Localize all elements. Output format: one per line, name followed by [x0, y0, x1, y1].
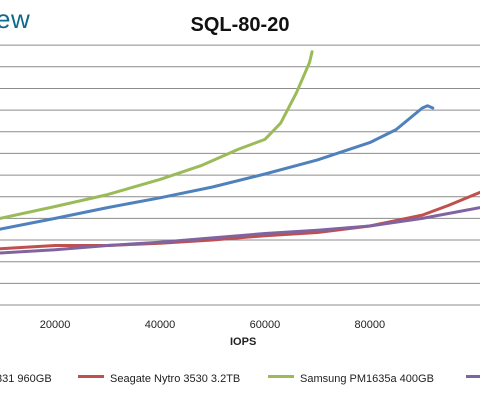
- legend: 331 960GB Seagate Nytro 3530 3.2TB Samsu…: [0, 369, 480, 389]
- chart-title: SQL-80-20: [190, 14, 290, 36]
- x-tick-label-4: 80000: [355, 319, 386, 331]
- grid: [0, 44, 480, 306]
- series-line-4: [0, 206, 480, 255]
- legend-swatch-2: [78, 375, 104, 378]
- x-tick-labels: 20000 40000 60000 80000: [40, 319, 385, 331]
- x-tick-label-1: 20000: [40, 319, 71, 331]
- series-line-1: [0, 104, 435, 231]
- brand-logo: ew: [0, 4, 31, 34]
- x-tick-label-2: 40000: [145, 319, 176, 331]
- legend-label-3: Samsung PM1635a 400GB: [300, 373, 434, 385]
- series-line-3: [0, 50, 314, 220]
- legend-label-1: 331 960GB: [0, 373, 52, 385]
- legend-swatch-4: [466, 375, 480, 378]
- legend-swatch-3: [268, 375, 294, 378]
- x-tick-label-3: 60000: [250, 319, 281, 331]
- x-axis-label: IOPS: [230, 336, 257, 348]
- legend-label-2: Seagate Nytro 3530 3.2TB: [110, 373, 241, 385]
- series-lines: [0, 50, 480, 255]
